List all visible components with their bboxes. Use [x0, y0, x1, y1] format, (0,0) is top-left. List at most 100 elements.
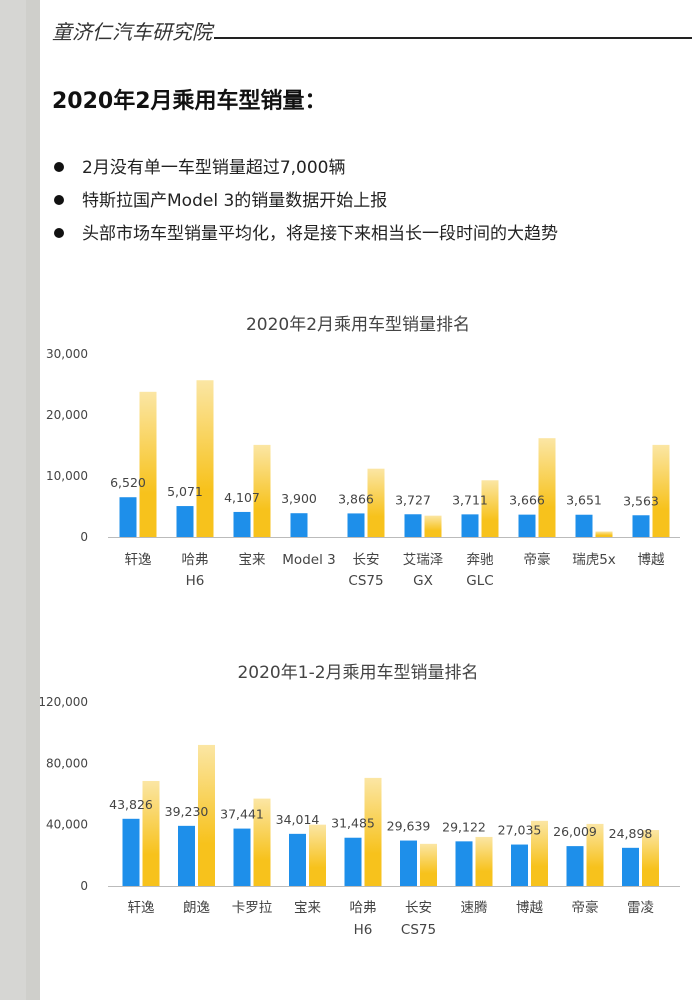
- chart-title: 2020年2月乘用车型销量排名: [246, 315, 470, 335]
- category-label: 雷凌: [627, 900, 655, 916]
- data-label: 37,441: [220, 807, 264, 822]
- category-label: 奔驰: [467, 552, 494, 568]
- bar-series-1: [347, 513, 365, 537]
- bar-series-2: [139, 391, 157, 537]
- bar-series-2: [198, 744, 215, 886]
- data-label: 24,898: [609, 826, 653, 841]
- bullet-text: 头部市场车型销量平均化，将是接下来相当长一段时间的大趋势: [82, 224, 558, 244]
- category-label: 卡罗拉: [232, 900, 273, 916]
- data-label: 34,014: [276, 812, 320, 827]
- bullet-dot-icon: [54, 162, 64, 172]
- bar-series-1: [122, 818, 140, 886]
- category-label: 哈弗: [182, 552, 209, 568]
- bullet-item: 特斯拉国产Model 3的销量数据开始上报: [52, 186, 558, 219]
- bar-series-1: [233, 828, 251, 886]
- y-tick-label: 0: [80, 879, 88, 893]
- bullet-dot-icon: [54, 195, 64, 205]
- bar-series-1: [632, 515, 650, 537]
- left-margin-bar: [0, 0, 40, 1000]
- page-title: 2020年2月乘用车型销量：: [52, 89, 327, 114]
- bar-series-2: [309, 824, 326, 886]
- bar-series-1: [290, 513, 308, 537]
- data-label: 39,230: [165, 804, 209, 819]
- header-title: 童济仁汽车研究院: [52, 20, 212, 44]
- bar-series-2: [367, 468, 385, 537]
- bar-series-1: [176, 506, 194, 537]
- bar-series-2: [531, 820, 548, 886]
- bullet-item: 头部市场车型销量平均化，将是接下来相当长一段时间的大趋势: [52, 219, 558, 252]
- bar-series-2: [424, 515, 442, 537]
- bar-series-2: [475, 836, 493, 886]
- data-label: 43,826: [109, 797, 153, 812]
- bullet-dot-icon: [54, 228, 64, 238]
- category-label: 博越: [638, 551, 666, 568]
- category-label: 宝来: [239, 552, 266, 568]
- bullet-text: 特斯拉国产Model 3的销量数据开始上报: [82, 191, 388, 211]
- y-tick-label: 40,000: [46, 818, 88, 832]
- bar-series-1: [178, 825, 195, 886]
- bar-series-1: [461, 514, 479, 537]
- chart-svg: 2020年1-2月乘用车型销量排名 0 40,000 80,000 120,000 43,…: [40, 663, 680, 938]
- bar-series-1: [119, 497, 137, 537]
- bullet-item: 2月没有单一车型销量超过7,000辆: [52, 153, 558, 186]
- category-label: CS75: [401, 922, 436, 938]
- y-tick-label: 80,000: [46, 756, 88, 770]
- bar-series-1: [289, 833, 306, 886]
- data-label: 27,035: [498, 823, 542, 838]
- data-label: 3,711: [452, 492, 488, 507]
- category-label: 哈弗: [350, 900, 377, 916]
- category-label: 帝豪: [524, 552, 551, 568]
- data-label: 4,107: [224, 490, 260, 505]
- data-label: 3,563: [623, 493, 659, 508]
- jan-feb-sales-chart: 2020年1-2月乘用车型销量排名 0 40,000 80,000 120,000 43,…: [40, 650, 692, 950]
- bar-series-2: [196, 380, 214, 537]
- data-label: 3,727: [395, 492, 431, 507]
- feb-sales-chart: 2020年2月乘用车型销量排名 0 10,000 20,000 30,000 6,520 轩…: [40, 300, 692, 610]
- bar-series-2: [364, 777, 382, 886]
- y-tick-label: 0: [80, 530, 88, 544]
- category-label: 朗逸: [183, 900, 210, 916]
- category-label: 瑞虎5x: [572, 552, 616, 568]
- category-label: 艾瑞泽: [403, 552, 444, 568]
- data-label: 29,639: [387, 819, 431, 834]
- category-label: 轩逸: [125, 552, 152, 568]
- bar-series-2: [586, 823, 604, 886]
- data-label: 26,009: [553, 824, 597, 839]
- bar-series-1: [518, 514, 536, 537]
- data-label: 5,071: [167, 484, 203, 499]
- category-label: 速腾: [461, 899, 488, 916]
- chart-title: 2020年1-2月乘用车型销量排名: [237, 663, 478, 683]
- data-label: 31,485: [331, 816, 375, 831]
- category-label: 宝来: [294, 900, 321, 916]
- bullet-text: 2月没有单一车型销量超过7,000辆: [82, 158, 346, 178]
- data-label: 3,900: [281, 491, 317, 506]
- bar-series-1: [404, 514, 422, 537]
- bar-series-1: [233, 511, 251, 537]
- category-label: H6: [186, 573, 205, 589]
- data-label: 29,122: [442, 819, 486, 834]
- bar-series-2: [420, 843, 437, 886]
- y-tick-label: 20,000: [46, 408, 88, 422]
- data-label: 3,666: [509, 493, 545, 508]
- data-label: 3,651: [566, 493, 602, 508]
- category-label: 轩逸: [128, 900, 155, 916]
- left-margin-bar-inner: [26, 0, 40, 1000]
- bar-series-1: [575, 514, 593, 537]
- chart-svg: 2020年2月乘用车型销量排名 0 10,000 20,000 30,000 6,520 轩…: [46, 315, 680, 589]
- data-label: 3,866: [338, 491, 374, 506]
- category-label: CS75: [348, 573, 383, 589]
- document-header: 童济仁汽车研究院: [52, 14, 692, 44]
- bar-series-2: [595, 531, 613, 537]
- bar-series-2: [538, 438, 556, 537]
- y-tick-label: 10,000: [46, 469, 88, 483]
- bar-series-1: [344, 837, 362, 886]
- category-label: GX: [413, 573, 433, 589]
- header-rule: [214, 37, 692, 39]
- bar-series-2: [652, 444, 670, 537]
- bar-series-2: [142, 780, 160, 886]
- bar-series-1: [622, 847, 639, 886]
- y-tick-label: 120,000: [40, 695, 88, 709]
- data-label: 6,520: [110, 475, 146, 490]
- category-label: 长安: [353, 552, 380, 568]
- category-label: GLC: [466, 573, 493, 589]
